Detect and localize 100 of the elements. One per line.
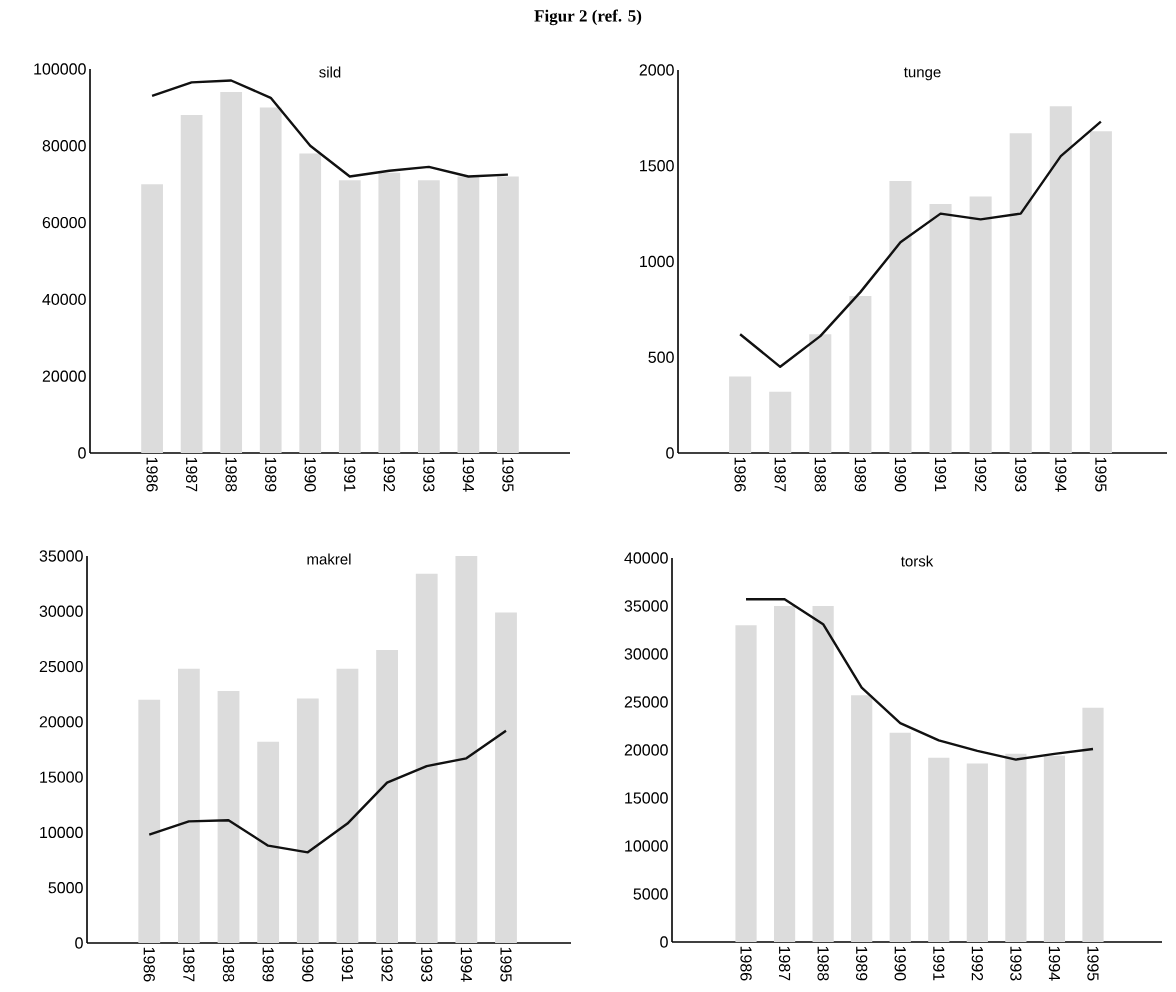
y-tick-label: 2000 [639,64,674,76]
x-tick-label: 1990 [894,946,906,981]
y-tick-label: 10000 [625,840,668,852]
x-tick-label: 1993 [423,457,435,492]
bar [773,605,796,942]
y-tick-label: 20000 [624,744,668,756]
x-tick-label: 1989 [856,946,868,981]
text: Figur 2 (ref. 5) [534,9,642,26]
bar [729,376,752,453]
y-tick-label: 40000 [42,293,86,306]
x-tick-label: 1994 [460,947,473,982]
y-tick-label: 30000 [39,605,83,617]
x-tick-label: 1988 [225,457,237,492]
bar [338,180,361,453]
x-tick-label: 1994 [462,457,475,492]
x-tick-label: 1988 [817,946,829,981]
y-tick-label: 15000 [40,771,83,783]
x-tick-label: 1991 [934,457,947,492]
bar [1082,707,1104,942]
y-tick-label: 35000 [39,550,83,562]
y-tick-label: 0 [666,447,674,459]
x-tick-label: 1986 [146,457,158,492]
x-tick-label: 1989 [265,457,277,492]
bar [457,176,480,453]
bar [928,757,950,942]
y-tick-label: 10000 [40,826,83,839]
y-tick-label: 5000 [48,882,83,894]
x-tick-label: 1986 [740,946,752,981]
bar [455,555,478,943]
x-tick-label: 1993 [1015,457,1027,492]
bar [1009,133,1032,453]
chart-title: sild [319,66,341,78]
y-tick-label: 40000 [624,552,668,564]
bar [299,153,322,453]
y-tick-label: 1000 [640,255,674,268]
bar [1043,755,1066,942]
bar [376,649,398,943]
bar [415,573,438,943]
x-tick-label: 1990 [894,457,907,492]
y-tick-label: 20000 [42,370,86,382]
bar [378,172,401,453]
chart-title: torsk [900,555,934,567]
y-tick-label: 1500 [640,160,674,172]
line-series [148,729,508,854]
x-tick-label: 1987 [778,946,791,981]
x-tick-label: 1988 [814,457,826,492]
x-tick-label: 1995 [1087,946,1099,981]
y-tick-label: 25000 [624,696,668,708]
x-tick-label: 1992 [383,457,395,492]
bar [180,115,203,453]
bar [141,184,163,453]
bar [336,668,359,943]
x-tick-label: 1986 [734,457,746,492]
x-tick-label: 1987 [774,457,786,492]
y-tick-label: 0 [660,936,668,948]
line-series [744,598,1095,761]
x-tick-label: 1991 [344,457,356,492]
y-tick-label: 5000 [633,888,668,900]
x-tick-label: 1986 [143,947,155,982]
x-tick-label: 1992 [974,457,987,492]
bar [1089,131,1112,453]
bar [497,176,519,453]
bar [889,181,912,453]
bar [177,668,200,943]
bar [966,763,988,942]
x-tick-label: 1995 [1095,457,1107,492]
bar [1049,106,1072,453]
x-tick-label: 1987 [185,457,198,492]
y-tick-label: 25000 [39,660,83,673]
y-tick-label: 20000 [39,716,83,728]
x-tick-label: 1988 [222,947,235,982]
x-tick-label: 1994 [1055,457,1067,492]
chart-title: tunge [903,67,941,81]
x-tick-label: 1994 [1048,946,1061,981]
x-tick-label: 1990 [302,947,314,982]
bar [849,295,872,453]
line-series [150,79,510,178]
y-tick-label: 35000 [624,600,668,612]
x-tick-label: 1989 [854,457,867,492]
y-tick-label: 15000 [625,792,668,804]
y-tick-label: 500 [648,351,674,363]
bar [851,695,873,942]
bar [812,605,834,942]
bar [769,391,792,453]
bar [257,741,280,943]
bar [220,92,243,453]
bar [217,690,240,943]
x-tick-label: 1995 [502,457,514,492]
bar [929,204,952,453]
x-tick-label: 1990 [304,457,316,492]
x-tick-label: 1991 [341,947,354,982]
y-tick-label: 80000 [42,140,86,152]
bar [495,612,517,943]
x-tick-label: 1993 [421,947,433,982]
bar [259,107,282,453]
bar [809,334,832,453]
x-tick-label: 1993 [1010,946,1022,981]
bar [417,180,440,453]
y-tick-label: 0 [75,937,83,949]
x-tick-label: 1995 [500,947,512,982]
